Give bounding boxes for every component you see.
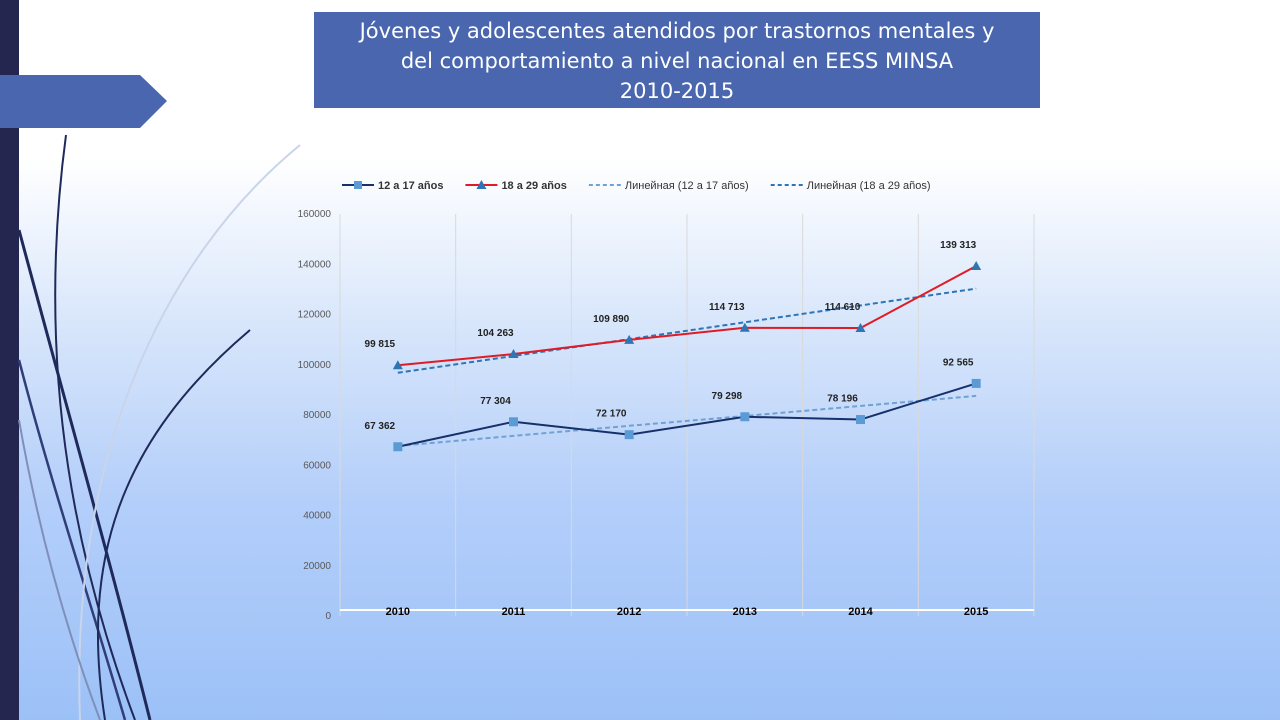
data-point-18-29 xyxy=(624,334,635,344)
x-tick-label: 2015 xyxy=(964,606,988,618)
arrow-tab-shape xyxy=(0,75,167,128)
y-tick-label: 0 xyxy=(325,611,331,622)
data-point-12-17 xyxy=(856,415,865,425)
data-label: 114 610 xyxy=(825,302,861,313)
legend-label: Линейная (12 а 17 años) xyxy=(625,180,749,192)
data-label: 79 298 xyxy=(712,391,743,402)
data-point-18-29 xyxy=(739,322,750,332)
data-point-18-29 xyxy=(855,323,866,333)
data-point-12-17 xyxy=(393,442,403,452)
data-label: 104 263 xyxy=(477,328,514,339)
legend-label: Линейная (18 а 29 años) xyxy=(807,180,931,192)
title-line-3: 2010-2015 xyxy=(619,79,735,103)
legend-marker-square xyxy=(354,181,362,189)
data-label: 77 304 xyxy=(480,396,511,407)
legend-label: 12 a 17 años xyxy=(378,180,443,192)
legend-marker-triangle xyxy=(476,180,487,189)
data-label: 67 362 xyxy=(365,421,396,432)
series-line-0 xyxy=(397,382,977,448)
data-label: 72 170 xyxy=(596,409,627,420)
data-label: 109 890 xyxy=(593,314,630,325)
data-point-18-29 xyxy=(508,349,519,359)
data-point-12-17 xyxy=(624,430,634,440)
y-tick-label: 100000 xyxy=(298,360,332,371)
x-tick-label: 2014 xyxy=(848,606,873,618)
x-tick-label: 2013 xyxy=(733,606,757,618)
series-line-1 xyxy=(397,265,977,367)
data-label: 114 713 xyxy=(709,302,745,313)
legend-label: 18 a 29 años xyxy=(501,180,566,192)
trendline-1 xyxy=(397,287,977,374)
y-tick-label: 160000 xyxy=(298,209,332,220)
data-label: 139 313 xyxy=(940,240,977,251)
y-tick-label: 40000 xyxy=(303,511,331,522)
data-label: 92 565 xyxy=(943,357,974,368)
title-line-2: del comportamiento a nivel nacional en E… xyxy=(400,49,954,73)
trendline-0 xyxy=(397,394,977,447)
y-tick-label: 20000 xyxy=(303,561,331,572)
data-point-12-17 xyxy=(740,412,750,422)
y-tick-label: 120000 xyxy=(298,310,332,321)
left-accent-bar xyxy=(0,0,19,720)
x-tick-label: 2010 xyxy=(386,606,410,618)
data-point-18-29 xyxy=(392,360,403,370)
data-point-12-17 xyxy=(971,378,981,388)
x-tick-label: 2011 xyxy=(502,606,526,618)
y-tick-label: 60000 xyxy=(303,460,331,471)
data-label: 99 815 xyxy=(365,339,396,350)
data-point-12-17 xyxy=(509,417,518,427)
y-tick-label: 80000 xyxy=(303,410,331,421)
decorative-curves xyxy=(17,134,301,720)
x-tick-label: 2012 xyxy=(617,606,641,618)
data-label: 78 196 xyxy=(827,394,858,405)
chart-title: Jóvenes y adolescentes atendidos por tra… xyxy=(314,12,1040,108)
data-point-18-29 xyxy=(971,260,982,270)
y-tick-label: 140000 xyxy=(298,259,332,270)
title-line-1: Jóvenes y adolescentes atendidos por tra… xyxy=(359,19,995,43)
